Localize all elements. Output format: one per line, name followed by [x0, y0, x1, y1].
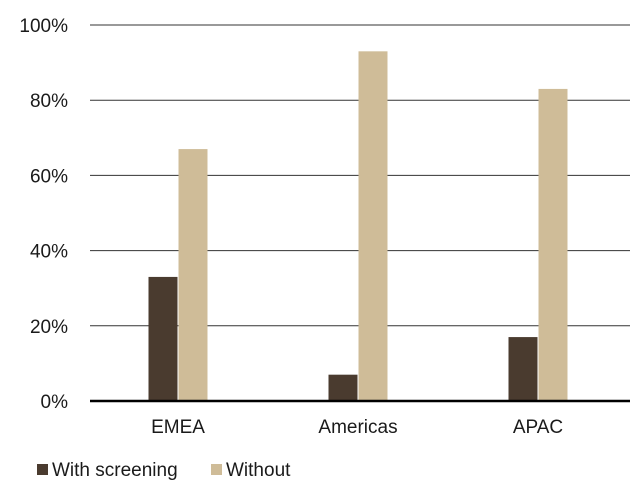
- bar-without-emea: [178, 149, 208, 401]
- y-tick-label-100: 100%: [19, 16, 68, 37]
- legend-swatch-without: [211, 464, 222, 475]
- y-tick-label-20: 20%: [30, 317, 68, 338]
- x-category-label-americas: Americas: [318, 417, 397, 438]
- bar-without-americas: [358, 51, 388, 401]
- y-tick-label-0: 0%: [41, 392, 69, 413]
- x-axis-category-labels: EMEA Americas APAC: [151, 417, 563, 438]
- legend: With screening Without: [37, 460, 291, 481]
- y-tick-label-60: 60%: [30, 166, 68, 187]
- x-category-label-apac: APAC: [513, 417, 563, 438]
- legend-swatch-with-screening: [37, 464, 48, 475]
- bar-with-screening-americas: [328, 374, 358, 401]
- bars: [148, 51, 568, 402]
- bar-with-screening-emea: [148, 276, 178, 401]
- legend-label-without: Without: [226, 460, 291, 481]
- y-tick-label-80: 80%: [30, 91, 68, 112]
- y-tick-label-40: 40%: [30, 242, 68, 263]
- y-axis-tick-labels: 0% 20% 40% 60% 80% 100%: [19, 16, 68, 413]
- x-category-label-emea: EMEA: [151, 417, 205, 438]
- bar-with-screening-apac: [508, 337, 538, 401]
- legend-label-with-screening: With screening: [52, 460, 178, 481]
- bar-without-apac: [538, 88, 568, 402]
